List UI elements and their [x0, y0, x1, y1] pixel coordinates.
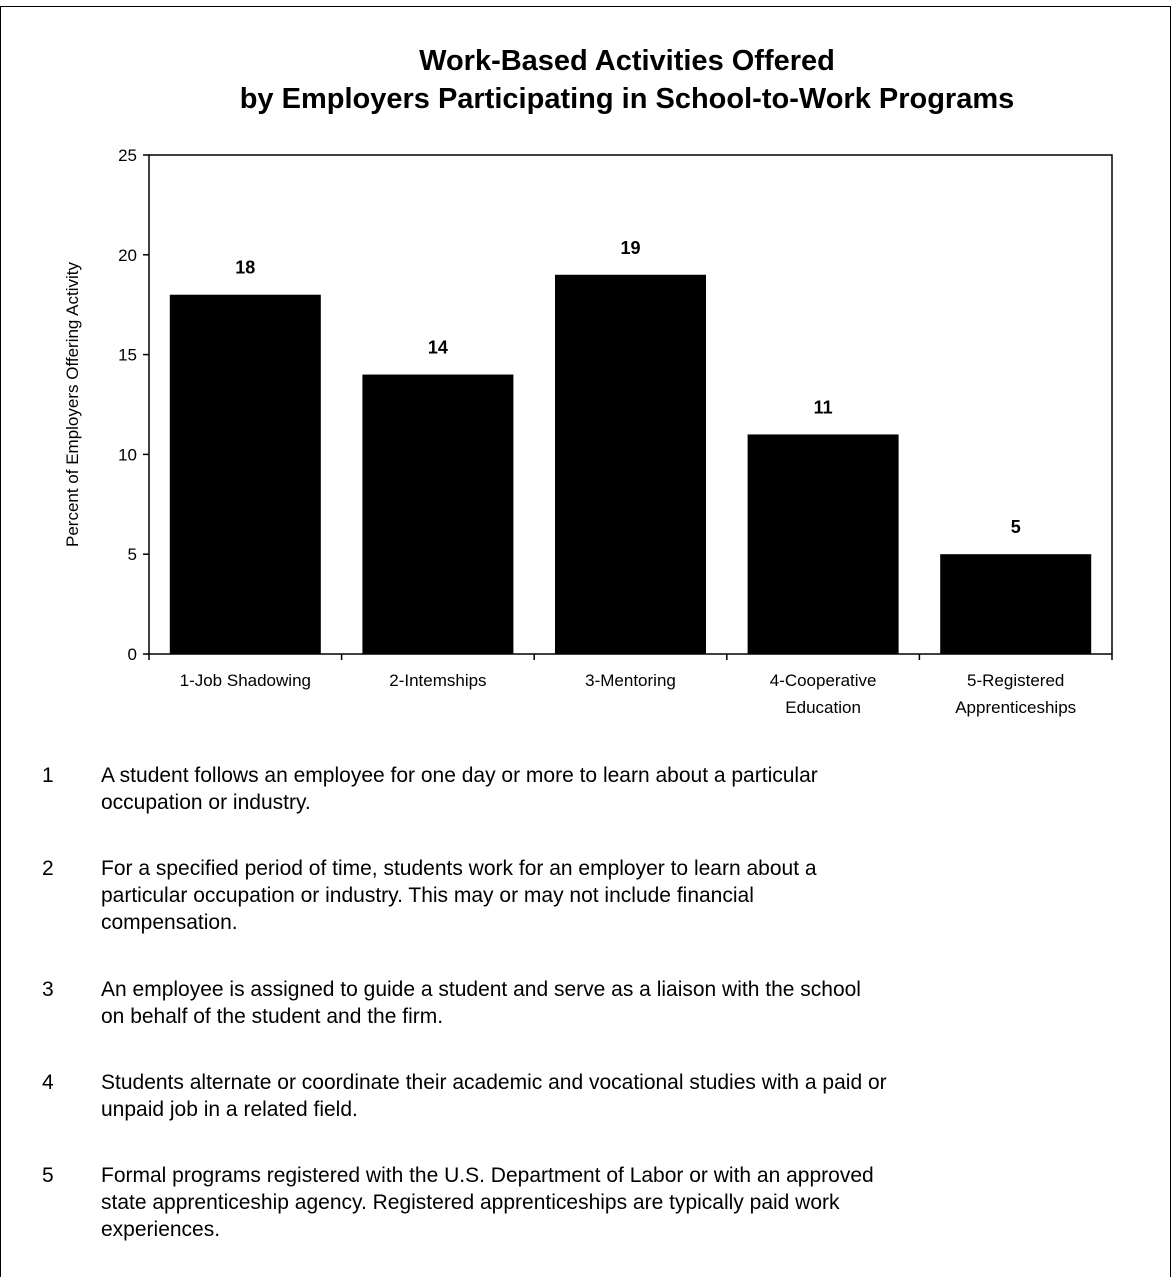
x-tick-label: Education — [785, 698, 861, 717]
data-label: 19 — [620, 238, 640, 258]
footnote-text: A student follows an employee for one da… — [101, 762, 1101, 816]
x-tick-label: 4-Cooperative — [770, 671, 877, 690]
y-tick-label: 15 — [118, 346, 137, 365]
data-label: 11 — [814, 397, 833, 417]
bar — [555, 274, 706, 654]
footnote-number: 2 — [42, 857, 54, 880]
data-label: 18 — [235, 258, 255, 278]
footnote-text: An employee is assigned to guide a stude… — [101, 976, 1101, 1030]
chart-title: Work-Based Activities Offered by Employe… — [0, 42, 1174, 118]
chart-title-line-1: Work-Based Activities Offered — [419, 45, 835, 77]
x-tick-label: 2-Intemships — [389, 671, 486, 690]
bar — [940, 554, 1092, 654]
data-label: 5 — [1011, 517, 1021, 537]
y-tick-label: 20 — [118, 246, 137, 265]
y-tick-label: 25 — [118, 146, 137, 165]
footnote-text: Students alternate or coordinate their a… — [101, 1069, 1101, 1123]
footnote-line: particular occupation or industry. This … — [101, 884, 754, 907]
footnote-line: An employee is assigned to guide a stude… — [101, 978, 861, 1001]
footnote-line: A student follows an employee for one da… — [101, 764, 818, 787]
footnote-number: 1 — [42, 764, 54, 787]
bar — [747, 434, 899, 654]
footnote-line: For a specified period of time, students… — [101, 857, 817, 880]
footnote-line: experiences. — [101, 1218, 221, 1241]
footnote-line: compensation. — [101, 911, 238, 934]
x-tick-label: 5-Registered — [967, 671, 1064, 690]
y-tick-label: 0 — [128, 645, 137, 664]
footnote-text: For a specified period of time, students… — [101, 855, 1101, 936]
footnote-line: state apprenticeship agency. Registered … — [101, 1191, 840, 1214]
footnote-line: unpaid job in a related field. — [101, 1098, 358, 1121]
y-axis-label: Percent of Employers Offering Activity — [63, 261, 82, 547]
footnote-line: Students alternate or coordinate their a… — [101, 1071, 887, 1094]
chart-title-line-2: by Employers Participating in School-to-… — [239, 83, 1015, 115]
bar — [169, 294, 321, 654]
x-tick-label: 1-Job Shadowing — [180, 671, 311, 690]
bar — [362, 374, 514, 654]
footnote-number: 4 — [42, 1071, 54, 1094]
data-label: 14 — [428, 338, 448, 358]
footnote-text: Formal programs registered with the U.S.… — [101, 1162, 1101, 1243]
footnote-line: occupation or industry. — [101, 791, 311, 814]
footnote-line: Formal programs registered with the U.S.… — [101, 1164, 874, 1187]
footnote-line: on behalf of the student and the firm. — [101, 1005, 444, 1028]
x-tick-label: 3-Mentoring — [585, 671, 676, 690]
y-tick-label: 10 — [118, 445, 137, 464]
y-tick-label: 5 — [128, 545, 137, 564]
footnote-number: 3 — [42, 978, 54, 1001]
x-tick-label: Apprenticeships — [955, 698, 1076, 717]
bar-chart: 0 5 10 15 20 25 Percent of Employers Offering … — [63, 146, 1113, 717]
footnote-number: 5 — [42, 1164, 54, 1187]
figure-frame — [0, 6, 1171, 1277]
